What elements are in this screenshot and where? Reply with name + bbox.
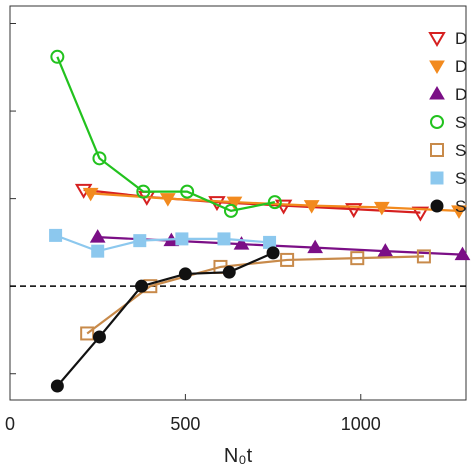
series-1-point-4: [373, 201, 390, 216]
series-5-point-1: [91, 244, 105, 258]
series-2-point-2: [233, 236, 250, 250]
plot-area: 0 500 1000: [5, 5, 471, 434]
series-1-point-1: [159, 193, 176, 207]
series-6-point-5: [266, 246, 280, 260]
series-4-point-5: [416, 249, 431, 264]
x-axis-label: N₀t: [224, 445, 253, 467]
series-1-point-0: [82, 187, 99, 202]
series-6-point-1: [92, 330, 106, 344]
legend-marker-5: [430, 171, 444, 185]
series-5-line: [55, 234, 270, 253]
series-1: [82, 187, 467, 219]
axes-frame: [9, 5, 467, 401]
legend-marker-2: [429, 86, 445, 100]
series-3-point-3: [180, 184, 195, 199]
x-tick-label-1: 500: [170, 414, 200, 434]
series-5-point-3: [175, 232, 189, 246]
legend-marker-3: [430, 115, 444, 129]
series-6-point-2: [135, 279, 149, 293]
series-2-point-0: [89, 229, 106, 243]
series-3-point-4: [223, 203, 238, 218]
legend-marker-4: [430, 143, 444, 157]
series-2-point-4: [377, 243, 394, 257]
legend-label-2: D: [455, 85, 467, 104]
x-ticks: 0 500 1000: [5, 394, 381, 434]
series-3-line: [56, 56, 276, 213]
series-1-point-2: [226, 196, 243, 211]
series-3-point-5: [267, 195, 282, 210]
series-0-point-4: [345, 203, 363, 219]
series-5: [49, 228, 277, 258]
series-1-point-5: [451, 205, 467, 219]
series-group: [49, 49, 471, 393]
series-5-point-2: [133, 234, 147, 248]
legend-label-5: S: [455, 169, 466, 188]
series-2-point-3: [307, 239, 324, 254]
series-6: [50, 246, 280, 393]
legend-marker-1: [429, 60, 445, 74]
series-2: [89, 229, 471, 261]
series-4-point-0: [80, 326, 95, 341]
series-1-point-3: [303, 200, 320, 214]
series-6-point-4: [222, 265, 236, 279]
legend-marker-0: [428, 32, 446, 47]
legend-label-1: D: [455, 57, 467, 76]
series-3-point-1: [92, 151, 107, 166]
legend-label-3: S: [455, 113, 466, 132]
series-4-line: [86, 255, 424, 335]
series-0-point-5: [411, 206, 430, 222]
y-ticks: [10, 23, 16, 375]
x-tick-label-0: 0: [5, 414, 15, 434]
series-3-point-2: [136, 184, 151, 199]
x-tick-label-2: 1000: [341, 414, 381, 434]
series-5-point-4: [217, 232, 231, 246]
series-6-line: [56, 251, 274, 387]
legend-label-4: S: [455, 141, 466, 160]
series-5-point-0: [49, 228, 63, 242]
series-3-point-0: [50, 49, 65, 64]
series-2-point-5: [454, 246, 471, 261]
series-6-point-0: [50, 379, 64, 393]
series-3: [50, 49, 282, 218]
legend-marker-6: [430, 199, 444, 213]
series-1-line: [90, 192, 460, 212]
series-0-line: [83, 188, 421, 214]
series-4-point-3: [280, 252, 295, 267]
legend-label-0: D: [455, 29, 467, 48]
legend-label-6: S: [455, 197, 466, 216]
series-6-point-3: [178, 267, 192, 281]
series-4-point-4: [350, 251, 365, 266]
